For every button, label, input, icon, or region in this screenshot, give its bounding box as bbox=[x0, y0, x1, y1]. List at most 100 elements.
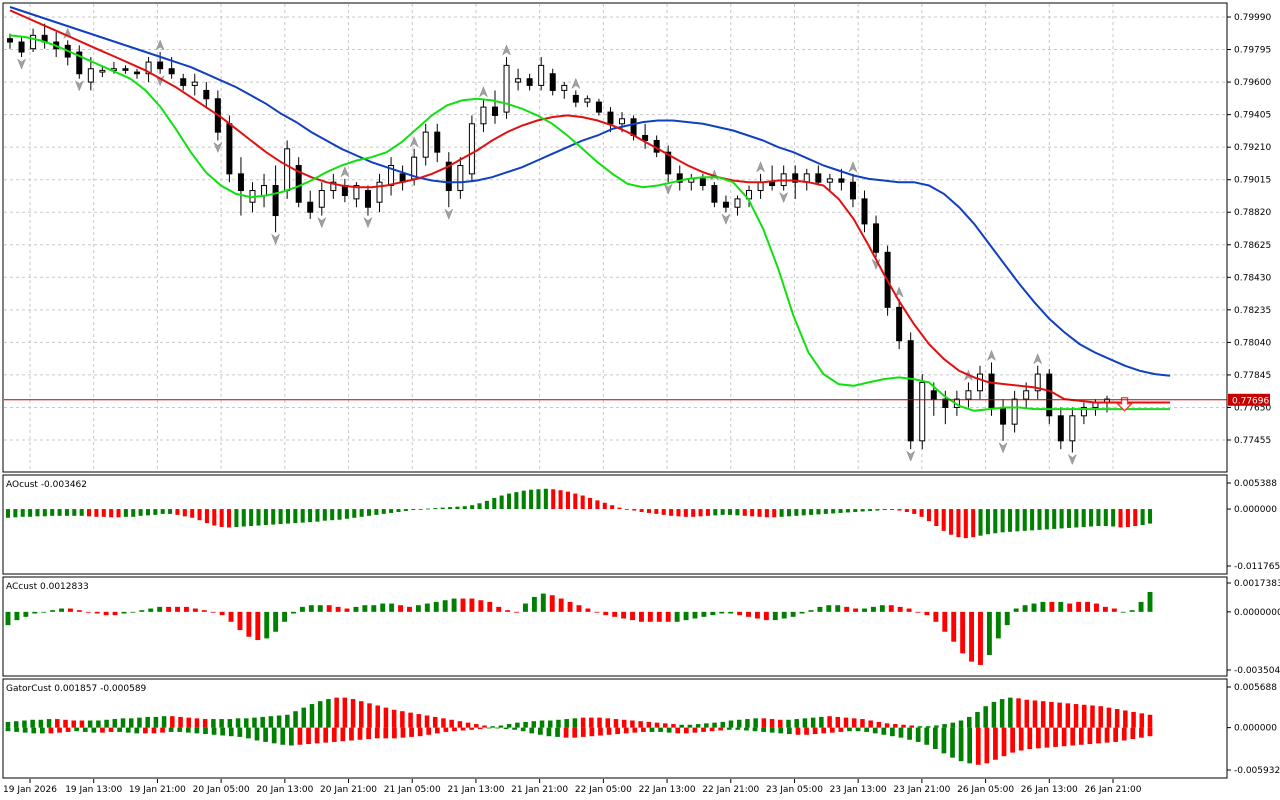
x-tick-label: 23 Jan 21:00 bbox=[893, 785, 950, 795]
candle-body bbox=[364, 190, 371, 208]
histogram-bar bbox=[1114, 709, 1120, 728]
histogram-bar bbox=[1123, 710, 1128, 728]
histogram-bar bbox=[433, 508, 438, 510]
histogram-bar bbox=[101, 509, 106, 517]
histogram-bar bbox=[331, 727, 337, 742]
histogram-bar bbox=[710, 611, 716, 616]
histogram-bar bbox=[182, 509, 187, 517]
histogram-bar bbox=[872, 727, 878, 734]
histogram-bar bbox=[380, 603, 386, 612]
histogram-bar bbox=[128, 718, 134, 728]
histogram-bar bbox=[1121, 727, 1127, 741]
histogram-bar bbox=[50, 610, 56, 612]
histogram-bar bbox=[1059, 509, 1064, 529]
histogram-bar bbox=[391, 709, 397, 728]
histogram-bar bbox=[772, 611, 778, 621]
histogram-bar bbox=[984, 727, 990, 764]
histogram-bar bbox=[357, 727, 363, 740]
histogram-bar bbox=[769, 719, 775, 728]
histogram-bar bbox=[255, 611, 261, 641]
histogram-bar bbox=[204, 509, 209, 524]
histogram-bar bbox=[1001, 727, 1007, 757]
fractal-down-marker bbox=[663, 183, 673, 195]
histogram-bar bbox=[1073, 704, 1079, 728]
histogram-bar bbox=[35, 509, 40, 517]
fractal-down-marker bbox=[271, 233, 281, 245]
histogram-bar bbox=[87, 509, 92, 517]
candle-body bbox=[422, 131, 429, 158]
y-tick-label: 0.77650 bbox=[1234, 403, 1271, 413]
histogram-bar bbox=[1133, 509, 1138, 527]
histogram-bar bbox=[38, 719, 44, 728]
histogram-bar bbox=[993, 509, 998, 534]
candle-body bbox=[1069, 415, 1076, 442]
current-price-badge bbox=[1228, 393, 1270, 406]
histogram-bar bbox=[701, 611, 707, 617]
histogram-bar bbox=[909, 725, 915, 728]
candle-body bbox=[595, 101, 602, 113]
histogram-bar bbox=[452, 727, 457, 732]
candle-body bbox=[330, 181, 337, 192]
histogram-bar bbox=[1061, 727, 1067, 747]
histogram-bar bbox=[490, 726, 495, 728]
histogram-bar bbox=[392, 727, 397, 739]
histogram-bar bbox=[228, 611, 234, 622]
ma-line-2 bbox=[9, 34, 1170, 412]
histogram-bar bbox=[374, 727, 380, 739]
histogram-bar bbox=[381, 509, 386, 514]
ma-line-1 bbox=[9, 9, 1170, 404]
pane-frame-gator bbox=[2, 678, 1228, 779]
histogram-bar bbox=[74, 727, 80, 732]
histogram-bar bbox=[860, 509, 865, 512]
histogram-bar bbox=[941, 727, 947, 754]
histogram-bar bbox=[539, 720, 545, 728]
histogram-bar bbox=[665, 611, 671, 622]
y-tick-label: 0.78820 bbox=[1234, 208, 1271, 218]
y-tick-label: 0.78235 bbox=[1234, 306, 1271, 316]
histogram-bar bbox=[735, 727, 741, 730]
histogram-bar bbox=[692, 727, 698, 733]
histogram-bar bbox=[190, 509, 195, 518]
histogram-bar bbox=[978, 611, 983, 665]
histogram-bar bbox=[121, 611, 127, 614]
histogram-bar bbox=[975, 711, 980, 728]
histogram-bar bbox=[342, 697, 348, 728]
histogram-bar bbox=[1007, 509, 1013, 532]
candle-body bbox=[1023, 390, 1030, 400]
candle-body bbox=[976, 373, 983, 392]
candle-body bbox=[526, 78, 533, 86]
candle-body bbox=[769, 181, 776, 187]
y-tick-label: 0.79405 bbox=[1234, 111, 1271, 121]
histogram-bar bbox=[844, 606, 850, 612]
histogram-bar bbox=[1129, 610, 1135, 612]
histogram-bar bbox=[362, 605, 368, 612]
histogram-bar bbox=[742, 509, 747, 516]
histogram-bar bbox=[1030, 509, 1035, 531]
histogram-bar bbox=[1113, 727, 1119, 742]
histogram-bar bbox=[757, 509, 762, 517]
histogram-bar bbox=[778, 727, 784, 734]
x-tick-label: 22 Jan 21:00 bbox=[702, 785, 759, 795]
candle-body bbox=[318, 190, 325, 208]
histogram-bar bbox=[87, 720, 93, 728]
histogram-bar bbox=[949, 509, 954, 535]
histogram-bar bbox=[374, 509, 379, 515]
y-tick-label: 0.79015 bbox=[1234, 176, 1271, 186]
y-tick-label: 0.000000 bbox=[1234, 505, 1277, 515]
histogram-bar bbox=[263, 509, 268, 526]
y-tick-label: 0.79990 bbox=[1234, 13, 1271, 23]
histogram-bar bbox=[875, 509, 880, 511]
x-tick-label: 21 Jan 21:00 bbox=[511, 785, 568, 795]
histogram-bar bbox=[178, 716, 183, 728]
histogram-bar bbox=[942, 611, 948, 632]
histogram-bar bbox=[228, 727, 234, 737]
candle-body bbox=[965, 390, 972, 400]
histogram-bar bbox=[709, 727, 715, 732]
histogram-bar bbox=[465, 722, 471, 728]
histogram-bar bbox=[1074, 509, 1079, 528]
histogram-bar bbox=[293, 509, 298, 524]
histogram-bar bbox=[967, 727, 973, 764]
histogram-bar bbox=[400, 727, 406, 738]
histogram-bar bbox=[862, 608, 867, 612]
histogram-bar bbox=[719, 611, 725, 614]
